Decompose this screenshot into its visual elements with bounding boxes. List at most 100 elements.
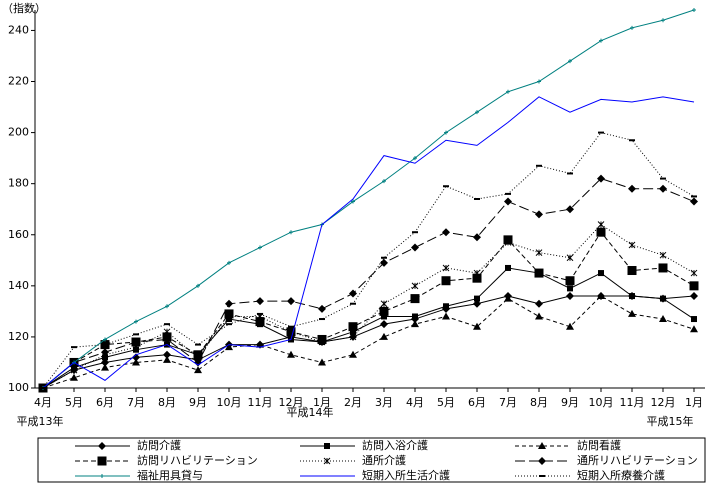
marker: [100, 474, 104, 478]
x-tick-label: 5月: [437, 396, 455, 409]
x-tick-label: 2月: [344, 396, 362, 409]
x-tick-label: 1月: [685, 396, 703, 409]
marker-part: [690, 292, 698, 301]
x-tick-label: 1月: [313, 396, 331, 409]
marker-part: [538, 457, 546, 465]
series-line: [42, 267, 695, 389]
marker: [472, 273, 482, 283]
series-line: [42, 9, 695, 389]
marker-part: [505, 264, 511, 271]
marker-part: [691, 316, 697, 323]
marker: [163, 328, 171, 336]
marker: [351, 199, 355, 204]
marker: [318, 304, 326, 313]
marker: [256, 340, 264, 348]
marker: [474, 295, 480, 302]
marker: [597, 292, 605, 300]
marker: [442, 312, 450, 320]
marker-part: [659, 315, 667, 323]
y-tick-label: 160: [8, 228, 29, 241]
y-tick-label: 180: [8, 177, 29, 190]
marker-part: [163, 355, 171, 363]
marker-part: [163, 335, 171, 344]
marker: [566, 254, 574, 262]
marker-part: [689, 281, 699, 291]
marker: [690, 292, 698, 301]
y-tick-label: 120: [8, 330, 29, 343]
marker-part: [411, 320, 419, 328]
marker: [255, 317, 265, 327]
marker: [627, 266, 637, 276]
marker: [70, 366, 78, 374]
marker-part: [535, 299, 543, 308]
marker-part: [538, 442, 546, 449]
x-tick-label: 4月: [34, 396, 52, 409]
marker-part: [566, 322, 574, 330]
marker-part: [70, 373, 78, 381]
marker: [98, 442, 106, 450]
marker-part: [443, 303, 449, 310]
marker-part: [380, 332, 388, 340]
marker-part: [597, 174, 605, 183]
marker-part: [132, 353, 140, 362]
marker-part: [350, 328, 356, 335]
x-tick-label: 4月: [406, 396, 424, 409]
marker: [658, 263, 668, 273]
legend-box: [37, 437, 706, 483]
marker: [349, 333, 357, 341]
marker: [690, 325, 698, 333]
marker-part: [473, 322, 481, 330]
marker-part: [101, 348, 109, 357]
marker-part: [597, 292, 605, 300]
legend-label: 訪問介護: [137, 438, 181, 452]
marker-part: [473, 299, 481, 308]
marker: [412, 313, 418, 320]
x-tick-label: 9月: [561, 396, 579, 409]
series-line: [42, 231, 695, 389]
marker: [225, 313, 233, 320]
marker: [318, 358, 326, 366]
marker: [442, 264, 450, 272]
marker: [659, 251, 667, 259]
marker: [537, 79, 541, 84]
series-line: [42, 96, 695, 389]
y-tick-label: 100: [8, 381, 29, 394]
marker: [411, 320, 419, 328]
marker: [596, 227, 606, 237]
marker: [101, 363, 109, 371]
marker: [103, 337, 107, 342]
marker: [256, 297, 264, 306]
marker-part: [318, 304, 326, 313]
marker: [323, 457, 331, 465]
marker: [599, 38, 603, 43]
marker-part: [256, 297, 264, 306]
marker: [568, 59, 572, 64]
marker: [689, 281, 699, 291]
x-tick-label: 3月: [375, 396, 393, 409]
marker-part: [380, 320, 388, 329]
marker: [287, 297, 295, 306]
marker: [444, 130, 448, 135]
marker: [411, 282, 419, 290]
marker: [692, 8, 696, 12]
marker: [289, 230, 293, 235]
marker-part: [472, 273, 482, 283]
marker: [132, 338, 140, 347]
marker: [382, 179, 386, 184]
marker: [381, 313, 387, 320]
x-tick-label: 12月: [279, 396, 304, 409]
marker: [628, 184, 636, 193]
marker-part: [504, 197, 512, 206]
era-label: 平成15年: [647, 414, 694, 428]
marker: [101, 348, 109, 357]
marker-part: [567, 285, 573, 292]
x-tick-label: 7月: [127, 396, 145, 409]
marker-part: [411, 243, 419, 252]
marker: [194, 358, 202, 367]
marker-part: [380, 258, 388, 267]
legend-label: 通所リハビリテーション: [577, 454, 698, 467]
marker-part: [101, 358, 109, 367]
marker-part: [474, 295, 480, 302]
x-tick-label: 10月: [217, 396, 242, 409]
marker-part: [194, 358, 202, 367]
